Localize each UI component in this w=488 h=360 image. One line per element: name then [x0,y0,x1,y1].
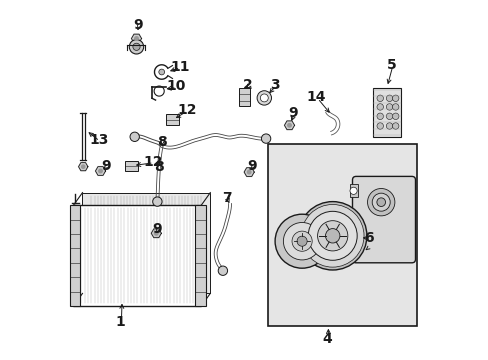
Circle shape [392,104,398,110]
Circle shape [349,245,356,252]
Bar [349,184,357,197]
Polygon shape [131,34,141,43]
Circle shape [275,214,328,268]
Circle shape [376,123,383,129]
Text: 3: 3 [270,78,279,91]
Bar [70,205,80,306]
Circle shape [257,91,271,105]
Text: 6: 6 [363,231,373,244]
Circle shape [386,104,392,110]
Circle shape [247,170,250,174]
Text: 9: 9 [246,159,256,172]
Circle shape [287,123,291,127]
Bar [267,144,416,326]
Text: 9: 9 [288,107,297,120]
Text: 14: 14 [306,90,325,104]
Circle shape [376,198,385,207]
Circle shape [386,95,392,102]
Circle shape [386,123,392,129]
Text: 9: 9 [133,18,143,32]
Circle shape [154,231,158,235]
Circle shape [307,211,356,260]
Circle shape [392,123,398,129]
Text: 9: 9 [152,222,162,235]
Circle shape [376,104,383,110]
Text: 8: 8 [157,135,166,149]
Text: 7: 7 [221,191,231,205]
Circle shape [99,169,102,173]
Circle shape [133,43,140,50]
Circle shape [376,113,383,120]
Circle shape [367,189,394,216]
Text: 8: 8 [154,161,163,174]
Circle shape [317,221,347,251]
Circle shape [291,231,311,251]
Bar [124,161,137,171]
Circle shape [261,134,270,143]
Polygon shape [73,205,201,306]
Bar [239,88,249,106]
Bar [166,114,179,125]
Circle shape [392,113,398,120]
Circle shape [298,202,366,270]
Circle shape [325,229,339,243]
Circle shape [135,37,138,40]
Circle shape [159,69,164,75]
FancyBboxPatch shape [352,176,415,263]
Text: 13: 13 [89,134,108,147]
Text: 12: 12 [142,155,162,169]
Polygon shape [372,88,400,137]
Circle shape [260,94,268,102]
Polygon shape [95,167,105,175]
Circle shape [283,222,320,260]
Circle shape [218,266,227,275]
Circle shape [349,187,356,194]
Circle shape [392,95,398,102]
Circle shape [129,40,143,54]
Circle shape [130,132,139,141]
Text: 5: 5 [386,58,396,72]
Circle shape [301,204,363,267]
Text: 1: 1 [115,315,125,329]
Text: 11: 11 [170,60,189,73]
Circle shape [152,197,162,206]
Polygon shape [284,121,294,130]
Polygon shape [244,168,254,176]
Circle shape [371,193,389,211]
Text: 10: 10 [166,80,185,93]
Circle shape [296,236,306,246]
Bar [349,242,357,255]
Circle shape [386,113,392,120]
Bar [194,205,205,306]
Polygon shape [82,193,210,293]
Text: 9: 9 [101,159,110,172]
Text: 12: 12 [177,103,196,117]
Polygon shape [79,163,88,171]
Polygon shape [151,229,161,238]
Text: 4: 4 [322,332,331,346]
Circle shape [81,165,85,168]
Circle shape [376,95,383,102]
Text: 2: 2 [243,78,252,91]
